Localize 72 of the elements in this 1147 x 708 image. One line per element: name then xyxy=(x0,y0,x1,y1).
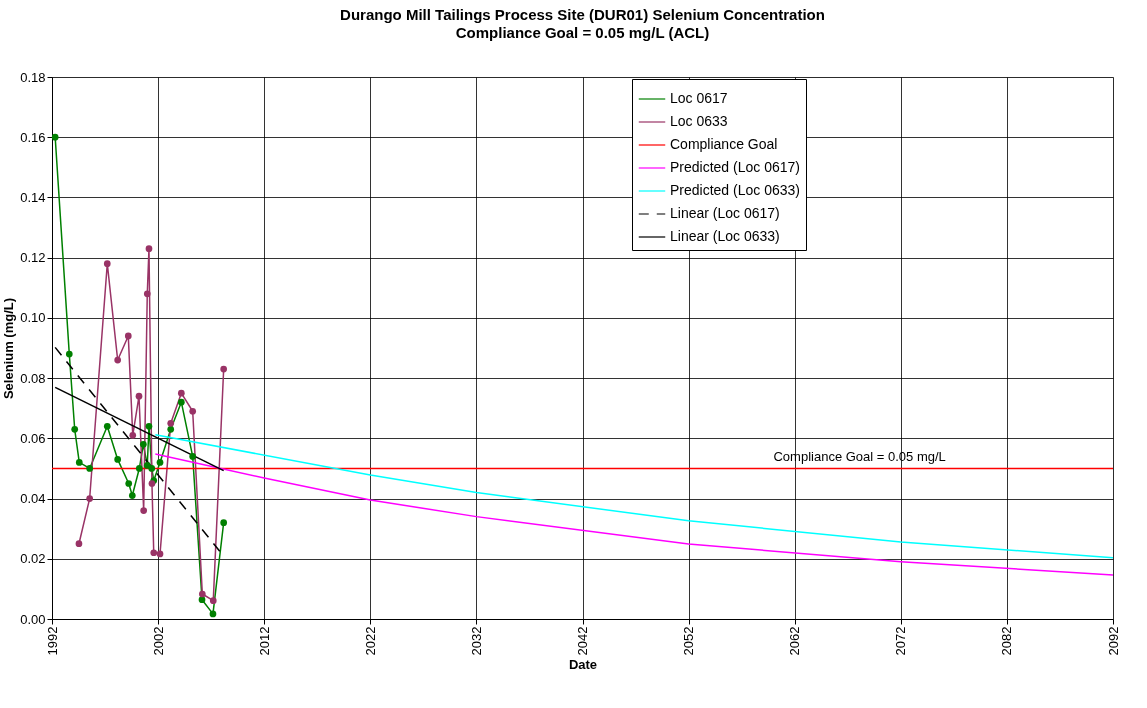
x-tick-label: 2012 xyxy=(256,626,272,656)
point xyxy=(150,549,158,557)
point xyxy=(209,610,217,618)
legend-label: Predicted (Loc 0617) xyxy=(670,159,800,175)
x-tick-label: 2022 xyxy=(362,626,378,656)
point xyxy=(86,465,94,472)
y-tick-label: 0.12 xyxy=(20,250,46,266)
x-tick-label: 1992 xyxy=(44,626,60,656)
legend-label: Loc 0617 xyxy=(670,90,728,106)
point xyxy=(156,459,164,466)
x-tick-label: 2032 xyxy=(468,626,484,656)
y-tick-label: 0.10 xyxy=(20,310,46,326)
x-tick-label: 2002 xyxy=(150,626,166,656)
point xyxy=(177,398,185,406)
y-tick-label: 0.08 xyxy=(20,370,46,386)
chart-title: Durango Mill Tailings Process Site (DUR01) Selenium Concentration xyxy=(340,6,825,23)
y-tick-label: 0.02 xyxy=(20,551,46,567)
legend-label: Linear (Loc 0633) xyxy=(670,228,780,244)
point xyxy=(145,422,153,430)
point xyxy=(135,465,143,472)
x-tick-label: 2082 xyxy=(999,626,1015,656)
y-tick-label: 0.04 xyxy=(20,491,46,507)
y-tick-label: 0.18 xyxy=(20,69,46,85)
point xyxy=(198,590,206,598)
point xyxy=(103,422,111,430)
point xyxy=(220,365,228,373)
point xyxy=(75,459,83,466)
y-axis-title: Selenium (mg/L) xyxy=(1,297,17,400)
point xyxy=(75,540,83,548)
point xyxy=(143,290,151,298)
line-series xyxy=(154,433,1113,559)
point xyxy=(177,389,185,397)
point xyxy=(65,350,73,358)
point xyxy=(114,356,122,364)
point xyxy=(140,507,148,514)
point xyxy=(145,245,153,252)
point xyxy=(209,597,217,604)
legend-label: Compliance Goal xyxy=(670,136,778,152)
point xyxy=(129,431,137,439)
point xyxy=(128,492,136,499)
y-tick-label: 0.16 xyxy=(20,129,46,145)
line-series xyxy=(154,453,1113,576)
point xyxy=(198,596,206,604)
y-tick-label: 0.14 xyxy=(20,189,46,205)
point xyxy=(140,441,147,448)
point xyxy=(86,495,94,502)
point xyxy=(135,392,143,400)
x-tick-label: 2092 xyxy=(1105,626,1121,656)
y-tick-label: 0.00 xyxy=(20,611,46,627)
point xyxy=(71,425,79,433)
point xyxy=(167,419,175,427)
x-axis-title: Date xyxy=(568,657,598,673)
legend-label: Loc 0633 xyxy=(670,113,728,129)
point xyxy=(114,456,122,463)
chart-subtitle: Compliance Goal = 0.05 mg/L (ACL) xyxy=(455,24,710,41)
point xyxy=(51,133,59,141)
point xyxy=(167,425,175,433)
point xyxy=(220,519,228,526)
point xyxy=(156,550,164,558)
point xyxy=(103,260,111,268)
point xyxy=(125,480,133,487)
x-tick-label: 2042 xyxy=(575,626,590,656)
point xyxy=(189,407,197,415)
legend-label: Predicted (Loc 0633) xyxy=(670,182,800,198)
legend-label: Linear (Loc 0617) xyxy=(670,205,780,221)
point xyxy=(189,453,197,460)
x-tick-label: 2052 xyxy=(681,626,697,656)
x-tick-label: 2072 xyxy=(893,626,909,656)
point xyxy=(124,332,132,340)
x-tick-label: 2062 xyxy=(787,626,803,656)
point xyxy=(148,465,156,472)
y-tick-label: 0.06 xyxy=(20,430,46,446)
